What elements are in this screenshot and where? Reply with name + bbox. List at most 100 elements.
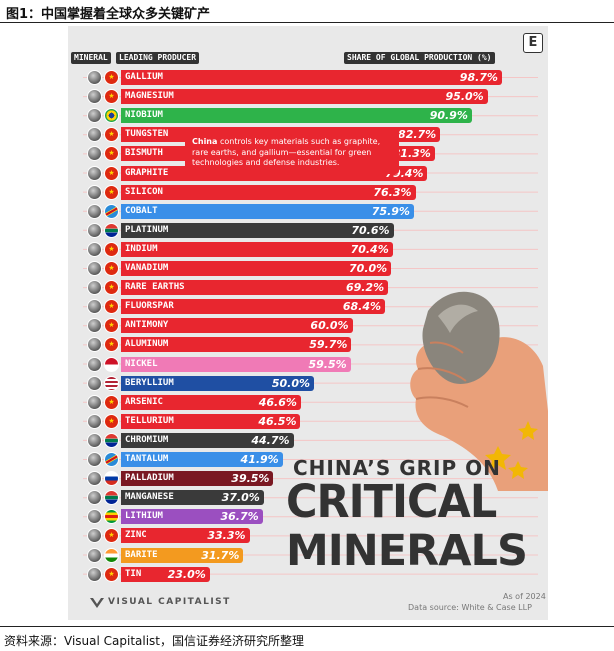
mineral-label: FLUORSPAR [125,301,174,312]
bar-row: ★ ZINC 33.3% [68,526,548,545]
bar-row: NICKEL 59.5% [68,355,548,374]
flag-icon [104,509,119,525]
flag-icon: ★ [104,89,119,105]
mineral-rock-icon [87,70,102,85]
bar-row: PALLADIUM 39.5% [68,469,548,488]
mineral-label: MANGANESE [125,492,174,503]
bar [121,299,386,315]
mineral-rock-icon [87,165,102,181]
bar [121,280,389,296]
flag-icon: ★ [104,127,119,143]
mineral-rock-icon [87,356,102,372]
value-label: 37.0% [221,491,260,505]
bar-row: CHROMIUM 44.7% [68,431,548,450]
mineral-label: ALUMINUM [125,339,169,350]
bar-row: ★ INDIUM 70.4% [68,240,548,259]
bar [121,490,264,506]
mineral-rock-icon [87,471,102,487]
bar [121,108,472,124]
mineral-rock-icon [87,203,102,219]
mineral-label: TUNGSTEN [125,129,169,140]
flag-icon: ★ [104,318,119,334]
value-label: 69.2% [345,281,385,295]
flag-icon: ★ [104,413,119,429]
bar-row: ★ ALUMINUM 59.7% [68,335,548,354]
mineral-rock-icon [87,452,102,467]
fist-holding-rock-illustration [410,291,548,491]
bar-row: MANGANESE 37.0% [68,488,548,507]
bar-row: ★ SILICON 76.3% [68,183,548,202]
mineral-rock-icon [87,89,102,105]
data-source: Data source: White & Case LLP [408,603,532,612]
value-label: 46.5% [258,414,297,428]
bar [121,261,392,276]
callout-bold: China [192,137,218,146]
bar [121,452,283,467]
value-label: 76.3% [373,185,412,199]
mineral-label: COBALT [125,205,158,216]
bar-row: COBALT 75.9% [68,202,548,221]
flag-icon: ★ [104,299,119,315]
mineral-label: TELLURIUM [125,415,174,426]
value-label: 39.5% [231,472,270,486]
mineral-rock-icon [87,222,102,238]
mineral-rock-icon [87,184,102,200]
mineral-label: BARITE [125,549,158,560]
bar-row: PLATINUM 70.6% [68,221,548,240]
mineral-label: ARSENIC [125,396,163,407]
bar [121,203,414,219]
flag-icon: ★ [104,280,119,296]
mineral-rock-icon [87,566,102,582]
bar [121,356,351,372]
flag-icon: ★ [104,337,119,353]
bar [121,413,301,429]
header-leading-producer: LEADING PRODUCER [116,52,200,64]
mineral-rock-icon [87,280,102,296]
value-label: 75.9% [371,204,410,218]
bar-row: ★ TELLURIUM 46.5% [68,412,548,431]
bar [121,375,314,391]
value-label: 46.6% [258,395,297,409]
value-label: 50.0% [271,376,310,390]
bar-row: ★ ANTIMONY 60.0% [68,316,548,335]
bar-row: LITHIUM 36.7% [68,507,548,526]
mineral-label: PLATINUM [125,224,169,235]
flag-icon: ★ [104,394,119,410]
mineral-label: BERYLLIUM [125,377,174,388]
value-label: 31.7% [201,548,240,562]
bar-row: ★ VANADIUM 70.0% [68,259,548,278]
value-label: 44.7% [251,433,290,447]
brand-name: VISUAL CAPITALIST [108,597,231,607]
mineral-rock-icon [87,490,102,506]
bar-row: ★ MAGNESIUM 95.0% [68,87,548,106]
flag-icon: ★ [104,241,119,257]
mineral-label: TIN [125,568,142,579]
flag-icon: ★ [104,261,119,276]
mineral-label: ZINC [125,530,147,541]
mineral-label: GRAPHITE [125,167,169,178]
flag-icon [104,432,119,448]
infographic-panel: MINERAL LEADING PRODUCER SHARE OF GLOBAL… [68,26,548,620]
flag-icon: ★ [104,528,119,544]
flag-icon [104,108,119,124]
mineral-label: SILICON [125,186,163,197]
mineral-rock-icon [87,413,102,429]
flag-icon [104,356,119,372]
mineral-rock-icon [87,509,102,525]
mineral-label: CHROMIUM [125,434,169,445]
top-rule [0,22,614,23]
bar [121,184,416,200]
bar [121,528,250,544]
as-of-date: As of 2024 [503,592,546,601]
mineral-rock-icon [87,394,102,410]
mineral-label: MAGNESIUM [125,91,174,102]
bar [121,318,353,334]
mineral-rock-icon [87,299,102,315]
visual-capitalist-logo-icon [90,598,104,608]
bar [121,337,352,353]
callout-text: controls key materials such as graphite,… [192,137,381,167]
bottom-rule [0,626,614,627]
flag-icon [104,547,119,563]
value-label: 59.5% [308,357,347,371]
value-label: 41.9% [240,453,279,466]
